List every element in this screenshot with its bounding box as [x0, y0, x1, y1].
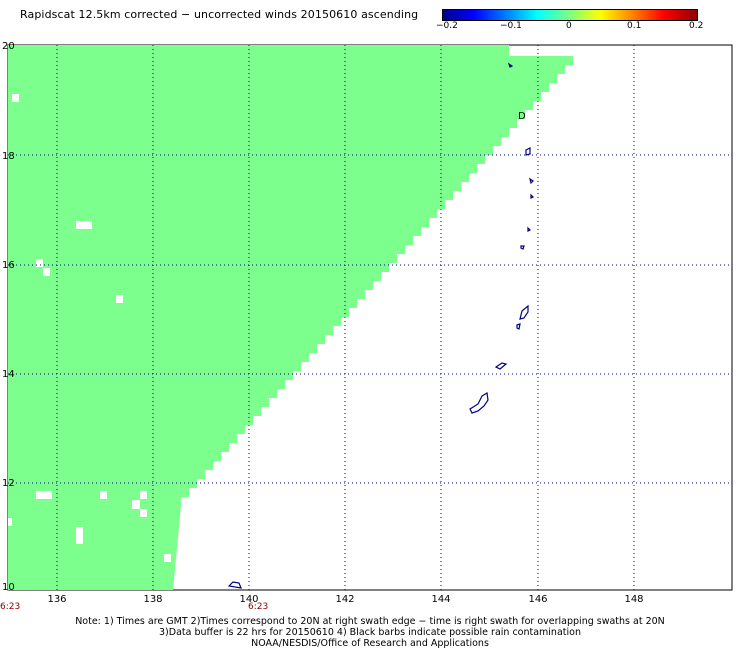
coastlines — [227, 62, 535, 589]
figure-notes: Note: 1) Times are GMT 2)Times correspon… — [0, 616, 740, 649]
note-line-3: NOAA/NESDIS/Office of Research and Appli… — [251, 638, 489, 649]
gap-pixel — [164, 554, 171, 562]
longitude-tick-label: 146 — [528, 594, 547, 605]
colorbar-tick-1: −0.2 — [436, 21, 458, 31]
longitude-axis-labels: 136 138 140 142 144 146 148 — [47, 594, 643, 605]
island-guam — [469, 392, 489, 414]
time-label-left: 6:23 — [0, 602, 20, 612]
note-line-1: Note: 1) Times are GMT 2)Times correspon… — [75, 616, 665, 627]
island-saipan — [519, 304, 529, 320]
longitude-tick-label: 148 — [624, 594, 643, 605]
latitude-tick-label: 16 — [2, 260, 15, 271]
island-tinian — [516, 323, 521, 330]
colorbar-tick-5: 0.2 — [689, 21, 704, 31]
gap-pixel — [76, 221, 92, 229]
latitude-tick-label: 20 — [2, 41, 15, 52]
gap-pixel — [12, 94, 19, 102]
longitude-tick-label: 136 — [47, 594, 66, 605]
island-alamagan — [520, 245, 525, 250]
longitude-tick-label: 142 — [335, 594, 354, 605]
island-asuncion — [529, 177, 534, 185]
gap-pixel — [132, 500, 140, 509]
longitude-tick-label: 144 — [431, 594, 450, 605]
island-farallon-de-pajaros — [507, 62, 514, 68]
colorbar-tick-2: −0.1 — [500, 21, 522, 31]
latitude-tick-label: 12 — [2, 478, 15, 489]
longitude-tick-label: 138 — [143, 594, 162, 605]
gap-pixel — [116, 295, 123, 303]
time-label-center: 6:23 — [248, 602, 268, 612]
gap-pixel — [8, 518, 12, 526]
island-agrihan — [530, 193, 535, 199]
longitude-tick-label: 140 — [239, 594, 258, 605]
island-pagan — [527, 226, 532, 232]
gap-pixel — [140, 491, 147, 499]
note-line-2: 3)Data buffer is 22 hrs for 20150610 4) … — [159, 627, 581, 638]
gap-pixel — [76, 527, 83, 544]
latitude-axis-labels: 20 18 16 14 12 10 — [2, 41, 15, 593]
gap-pixel — [140, 509, 147, 517]
gap-pixel — [43, 268, 50, 276]
gap-pixel — [36, 259, 43, 267]
island-maug — [525, 147, 531, 156]
gap-pixel — [100, 491, 107, 499]
latitude-tick-label: 18 — [2, 151, 15, 162]
figure-title: Rapidscat 12.5km corrected − uncorrected… — [20, 8, 419, 21]
island-south-west — [227, 581, 242, 589]
colorbar-tick-4: 0.1 — [627, 21, 642, 31]
colorbar-tick-3: 0 — [566, 21, 572, 31]
color-scale-bar — [442, 9, 698, 21]
lat-lon-grid — [8, 45, 732, 590]
wind-swath-area — [8, 45, 573, 590]
latitude-tick-label: 10 — [2, 582, 15, 593]
island-rota — [494, 362, 508, 370]
latitude-tick-label: 14 — [2, 369, 15, 380]
gap-pixel — [36, 491, 52, 499]
data-gap-pixels — [8, 94, 171, 562]
marker-label: D — [518, 111, 526, 122]
